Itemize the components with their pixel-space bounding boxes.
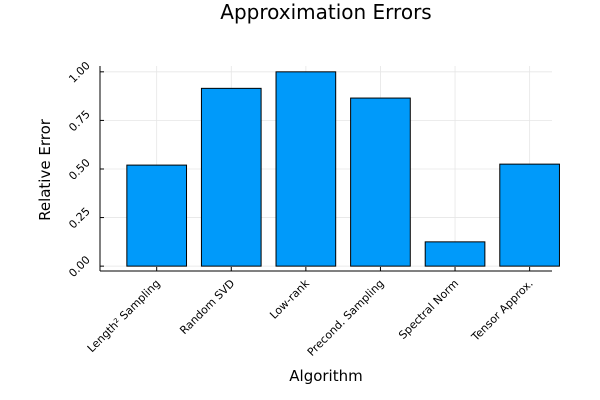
chart-title: Approximation Errors	[220, 0, 431, 24]
x-tick-label: Tensor Approx.	[468, 277, 535, 344]
x-tick-label: Length² Sampling	[85, 277, 163, 355]
y-axis-label: Relative Error	[36, 118, 54, 221]
bar	[424, 241, 486, 267]
y-tick-label: 0.75	[66, 108, 93, 135]
y-tick-label: 0.50	[66, 156, 93, 183]
x-tick-label: Spectral Norm	[396, 277, 461, 342]
bar	[499, 163, 560, 267]
y-tick-label: 1.00	[66, 59, 93, 86]
bar	[275, 71, 337, 267]
x-ticks: Length² Sampling Random SVD Low-rankPrecon…	[85, 267, 536, 359]
x-tick-label: Precond. Sampling	[305, 277, 387, 359]
x-tick-label: Low-rank	[267, 276, 312, 321]
bar	[126, 164, 188, 267]
bar	[350, 97, 411, 267]
y-tick-label: 0.00	[66, 253, 93, 280]
bars	[126, 71, 560, 267]
y-ticks: 0.00 0.25 0.50 0.75 1.00	[66, 59, 104, 280]
x-tick-label: Random SVD	[177, 277, 237, 337]
x-axis-label: Algorithm	[289, 367, 362, 385]
bar	[200, 87, 262, 267]
y-tick-label: 0.25	[66, 205, 93, 232]
